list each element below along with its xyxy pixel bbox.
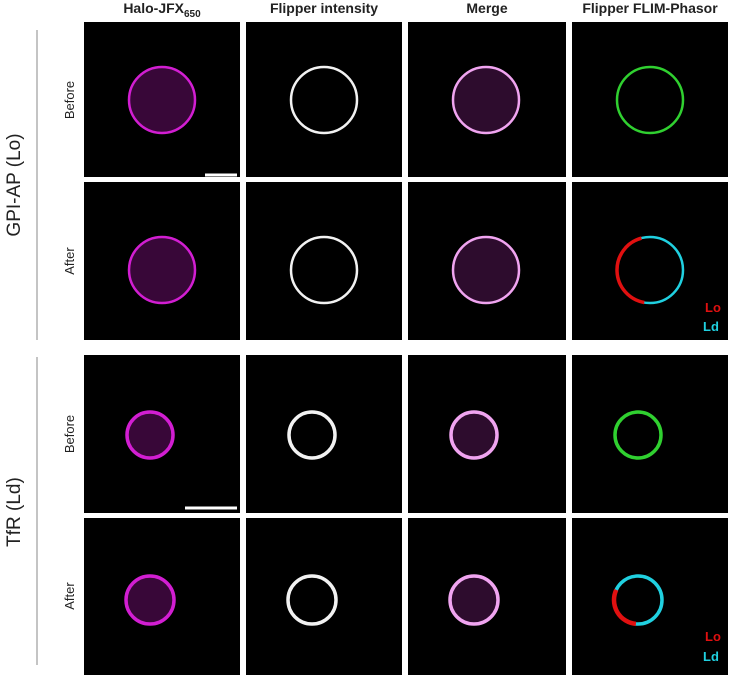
membrane-lo xyxy=(615,236,645,305)
image-panel xyxy=(246,518,402,675)
legend-ld: Ld xyxy=(703,649,719,664)
legend-lo: Lo xyxy=(705,300,721,315)
column-subscript: 650 xyxy=(184,9,201,20)
image-panel xyxy=(572,22,728,177)
image-panel xyxy=(572,355,728,513)
membrane xyxy=(451,65,521,135)
image-panel xyxy=(246,182,402,340)
image-panel xyxy=(246,355,402,513)
membrane xyxy=(286,574,338,626)
membrane xyxy=(449,410,499,460)
image-panel xyxy=(84,518,240,675)
column-header: Flipper FLIM-Phasor xyxy=(582,0,718,16)
image-panel xyxy=(572,182,728,340)
image-panel xyxy=(408,518,566,675)
group-label: GPI-AP (Lo) xyxy=(4,133,25,236)
membrane xyxy=(451,235,521,305)
image-panel xyxy=(408,355,566,513)
panels xyxy=(84,22,728,675)
membrane xyxy=(127,65,197,135)
row-label: Before xyxy=(62,81,77,119)
membrane xyxy=(287,410,337,460)
membrane xyxy=(125,410,175,460)
image-panel xyxy=(408,22,566,177)
column-title: Halo-JFX xyxy=(123,0,184,16)
membrane xyxy=(289,65,359,135)
row-label: After xyxy=(62,582,77,610)
membrane xyxy=(613,410,663,460)
legend-lo: Lo xyxy=(705,629,721,644)
column-header: Halo-JFX650 xyxy=(123,0,201,20)
image-panel xyxy=(84,182,240,340)
image-panel xyxy=(84,355,240,513)
membrane xyxy=(615,65,685,135)
row-label: Before xyxy=(62,415,77,453)
membrane xyxy=(127,235,197,305)
image-panel xyxy=(408,182,566,340)
column-header: Merge xyxy=(466,0,507,16)
image-panel xyxy=(572,518,728,675)
row-label: After xyxy=(62,247,77,275)
membrane xyxy=(289,235,359,305)
image-panel xyxy=(246,22,402,177)
group-label: TfR (Ld) xyxy=(4,477,25,547)
image-panel xyxy=(84,22,240,177)
membrane xyxy=(124,574,176,626)
column-header: Flipper intensity xyxy=(270,0,378,16)
legend-ld: Ld xyxy=(703,319,719,334)
membrane xyxy=(448,574,500,626)
membrane-lo xyxy=(611,588,637,627)
